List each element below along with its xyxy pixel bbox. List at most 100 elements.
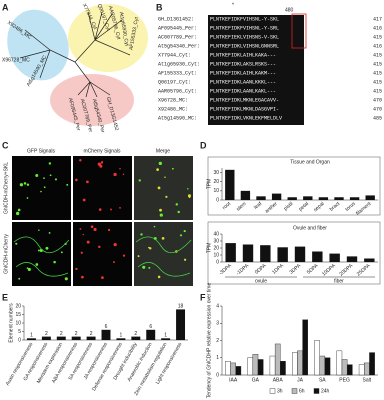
x-tick-label: 1DPA [271,263,285,276]
signal [38,229,40,231]
signal [122,173,125,176]
data-label: 2 [90,331,93,337]
y-tick-label: 0 [216,197,219,203]
seq-name: At5g14590_MC: [158,115,197,121]
bar [161,338,171,340]
leaf-label: X96728_MC [2,57,30,63]
seq-end: 415 [373,70,382,76]
x-tick-label: filament [355,201,373,217]
signal [26,183,30,186]
seq-end: 415 [373,52,382,58]
signal [157,275,161,279]
signal [161,237,165,240]
bar [302,319,309,376]
y-axis-label: Element numbers [8,303,14,343]
group-label: fiber [334,278,344,284]
signal [164,176,166,178]
bar [271,193,282,200]
bar [269,355,276,376]
data-label: 1 [120,333,123,339]
signal [122,254,126,257]
y-tick-label: 30 [213,170,219,176]
signal [43,177,45,180]
bar [364,258,375,262]
seq: PLNTKEFIDKFVIHSNL-Y-SRL [210,25,279,31]
seq: PLNTKEFIDKFVIHSNL-Y-SKL [210,16,279,22]
bar [247,357,254,376]
bar [41,336,51,340]
x-tick-label: JA [297,377,304,383]
seq-name: AF095445_Per: [158,25,197,31]
signal [188,196,191,199]
x-tick-label: 5DPA [306,263,320,276]
bar [235,366,242,376]
bar [334,197,344,200]
signal [148,246,150,249]
panel-label: D [200,140,207,150]
x-tick-label: 25DPA [356,263,372,278]
bar [176,309,186,340]
y-tick-label: 4 [216,303,219,309]
signal [17,208,21,212]
x-tick-label: 10DPA [321,263,337,278]
y-tick-label: 1 [216,355,219,361]
y-tick-label: 10 [15,320,21,326]
data-label: 18 [178,304,184,310]
y-tick-label: 30 [213,238,219,244]
bar [346,256,358,262]
chart-title: Tissue and Organ [290,159,330,165]
signal [137,255,140,258]
signal [175,203,178,206]
branches [19,11,131,98]
legend-label: 3h [277,388,283,394]
signal [110,208,112,211]
seq: PLNTKEFIEKLVIHSNS-V-SKL [210,34,279,40]
signal [153,225,156,228]
bar [101,329,111,340]
x-tick-label: pistil [283,201,295,212]
signal [159,208,162,212]
bar [297,350,303,376]
seq-name: At5g54340_Per: [158,43,200,49]
signal [26,197,29,199]
bar [277,247,288,262]
panel-label: A [2,2,9,12]
signal [171,167,174,170]
bar [225,243,236,262]
signal [179,234,183,237]
seq-name: AAR05796_Cyt: [158,88,197,94]
signal [35,174,39,177]
signal [27,267,31,272]
signal [75,267,78,271]
y-tick-label: 0 [18,337,21,343]
signal [119,207,121,209]
x-tick-label: PEG [339,377,350,383]
bar [329,253,340,262]
signal [48,231,51,234]
bar [257,359,264,376]
signal [40,190,42,193]
seq-name: AC007789_Per: [158,34,197,40]
clade-per [50,74,134,126]
signal [60,251,63,254]
signal [54,178,58,181]
seq: PLNTKEFIDKLVKNLEKFMELDLV [210,115,282,121]
column-title: Merge [156,148,170,154]
signal [79,158,82,162]
bar [369,352,375,376]
alignment-star: * [232,2,234,8]
data-label: 6 [149,324,152,330]
row-label: GhICDH-mCherry+SKL [3,162,9,214]
signal [101,276,104,279]
y-tick-label: 15 [15,312,21,318]
bar [225,169,235,200]
y-tick-label: 20 [15,303,21,309]
data-label: 6 [105,324,108,330]
legend-swatch [291,388,298,394]
alignment-shade [208,15,304,125]
bar [116,338,126,340]
data-label: 1 [164,333,167,339]
seq: PLNTKEFIDKLAANLKAKL--- [210,88,276,94]
y-tick-label: 2 [216,338,219,344]
